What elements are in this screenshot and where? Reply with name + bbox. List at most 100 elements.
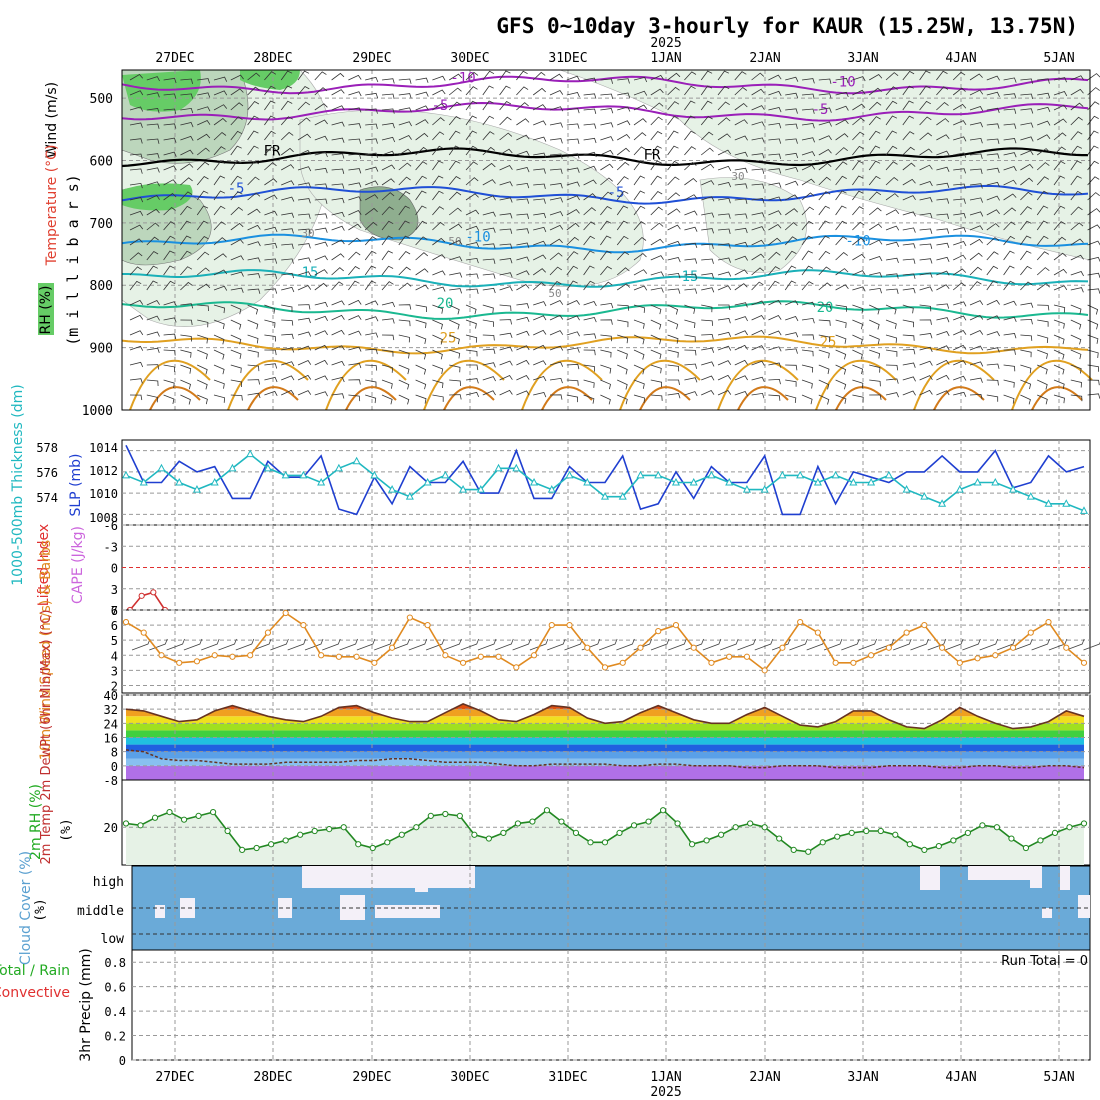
- wind-barb: [667, 145, 679, 156]
- wind-barb: [549, 394, 563, 400]
- wind-barb: [684, 146, 697, 156]
- cloud-clear-segment: [920, 866, 940, 890]
- wind-barb: [902, 70, 915, 81]
- wind10-barb: [841, 638, 860, 651]
- wind-barb: [264, 85, 276, 96]
- wind-barb: [953, 120, 967, 126]
- wind-barb: [986, 153, 1000, 159]
- wind-barb: [365, 348, 378, 355]
- wind-barb: [684, 71, 697, 81]
- temp2m-line: [125, 703, 1085, 730]
- wind-barb: [1070, 131, 1083, 141]
- rh2m-point: [1037, 837, 1044, 844]
- wind-barb: [717, 197, 731, 204]
- wind-barb: [852, 379, 864, 389]
- wind-barb: [247, 192, 261, 201]
- thickness-point: [175, 477, 184, 486]
- wind-barb: [734, 241, 748, 248]
- rh2m-point: [253, 844, 260, 852]
- wind-barb: [701, 228, 714, 234]
- wind-barb: [818, 93, 832, 99]
- wind10-barb: [1048, 638, 1068, 651]
- wind-barb: [499, 286, 513, 292]
- wind-barb: [751, 392, 765, 399]
- wind-barb: [650, 145, 662, 156]
- wind-barb: [1070, 160, 1082, 171]
- thickness-point: [246, 449, 255, 458]
- wind-barb: [583, 349, 596, 356]
- temp-band: [126, 765, 1084, 780]
- wind-barb: [566, 236, 580, 246]
- wind-barb: [348, 153, 362, 159]
- wind-barb: [516, 242, 530, 248]
- wind-barb: [533, 152, 547, 158]
- wind-barb: [1020, 334, 1033, 341]
- wind10-point: [264, 629, 272, 636]
- wind-barb: [1003, 265, 1015, 276]
- wind10-point: [247, 652, 254, 659]
- wind-barb: [936, 228, 950, 234]
- date-label-bottom: 27DEC: [155, 1070, 194, 1085]
- wind-barb: [650, 394, 663, 401]
- wind10-tick-label: 7: [111, 604, 118, 618]
- wind-barb: [919, 375, 933, 381]
- wind-barb: [314, 103, 328, 111]
- wind-barb: [600, 205, 612, 216]
- wind-barb: [264, 242, 278, 249]
- wind-barb: [264, 273, 277, 279]
- wind-barb: [633, 269, 648, 276]
- wind-barb: [717, 117, 731, 126]
- rh2m-point: [892, 831, 899, 838]
- wind-barb: [297, 149, 312, 156]
- wind-barb: [348, 74, 362, 81]
- wind-barb: [465, 225, 480, 231]
- wind-barb: [549, 314, 564, 321]
- wind-barb: [516, 345, 530, 351]
- wind10-point: [193, 658, 201, 665]
- wind-barb: [717, 257, 731, 263]
- wind-barb: [398, 304, 412, 310]
- wind-barb: [969, 238, 984, 246]
- wind-barb: [348, 330, 362, 336]
- rh-contour-label: 30: [301, 227, 314, 240]
- wind-barb: [381, 250, 393, 261]
- wind-barb: [1020, 136, 1034, 142]
- wind-barb: [297, 70, 310, 81]
- wind-barb: [465, 349, 478, 357]
- wind-barb: [482, 211, 496, 217]
- wind-barb: [415, 394, 427, 404]
- date-label-bottom: 4JAN: [945, 1070, 976, 1085]
- wind-barb: [1020, 191, 1033, 201]
- wind-barb: [583, 333, 597, 339]
- wind-barb: [1020, 302, 1034, 308]
- wind-barb: [583, 207, 596, 216]
- wind-barb: [751, 198, 765, 204]
- wind-barb: [986, 237, 1000, 246]
- wind-barb: [499, 148, 513, 156]
- wind10-point: [726, 653, 733, 660]
- wind-barb: [264, 146, 277, 156]
- wind-barb: [297, 257, 311, 263]
- wind-barb: [835, 161, 848, 171]
- slp-series: [121, 444, 1089, 516]
- wind-barb: [163, 151, 177, 157]
- wind-barb: [230, 88, 244, 96]
- wind-barb: [952, 103, 967, 111]
- wind10-barb: [1031, 638, 1050, 651]
- wind-barb: [701, 258, 714, 264]
- wind-barb: [600, 191, 613, 201]
- wind-barb: [768, 378, 781, 385]
- wind-barb: [734, 102, 748, 111]
- wind-barb: [751, 212, 765, 218]
- wind-barb: [785, 364, 798, 371]
- wind-barb: [734, 283, 748, 291]
- wind-barb: [1020, 281, 1033, 291]
- wind-barb: [1003, 193, 1017, 201]
- wind-barb: [398, 319, 411, 327]
- pressure-tick-label: 500: [90, 92, 113, 107]
- wind-barb: [1003, 280, 1015, 291]
- wind-barb: [364, 280, 377, 291]
- wind-barb: [1037, 92, 1051, 99]
- wind-barb: [1053, 319, 1065, 329]
